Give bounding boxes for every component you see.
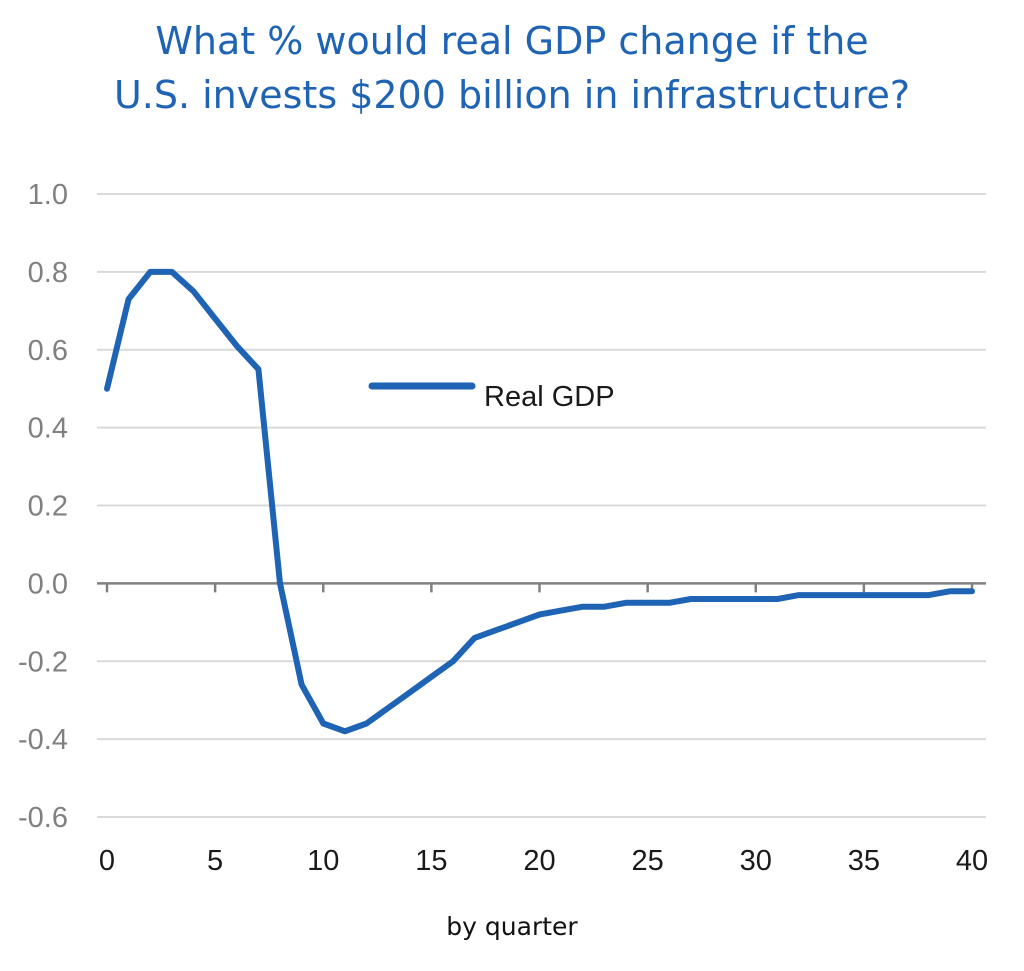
x-tick-label: 35 bbox=[848, 845, 880, 877]
series-line-real-gdp bbox=[104, 268, 975, 735]
chart-title-line-2: U.S. invests $200 billion in infrastruct… bbox=[113, 73, 911, 117]
y-tick-label: 0.4 bbox=[28, 413, 68, 445]
x-tick-label: 10 bbox=[307, 845, 339, 877]
x-axis-ticks: 0 5 10 15 20 25 30 35 40 bbox=[99, 845, 988, 877]
y-axis-ticks: 1.0 0.8 0.6 0.4 0.2 0.0 -0.2 -0.4 -0.6 bbox=[18, 179, 68, 834]
y-tick-label: 0.6 bbox=[28, 335, 68, 367]
x-tick-label: 15 bbox=[415, 845, 447, 877]
x-tick-label: 25 bbox=[631, 845, 663, 877]
y-tick-label: -0.6 bbox=[18, 802, 68, 834]
chart-title-line-1: What % would real GDP change if the bbox=[155, 19, 869, 63]
series-layer bbox=[104, 268, 975, 735]
x-tick-label: 40 bbox=[956, 845, 988, 877]
y-tick-label: 0.2 bbox=[28, 491, 68, 523]
y-tick-label: 0.0 bbox=[28, 568, 68, 600]
x-tick-label: 30 bbox=[740, 845, 772, 877]
legend: Real GDP bbox=[368, 381, 615, 413]
legend-label-real-gdp: Real GDP bbox=[484, 381, 615, 413]
y-tick-label: 0.8 bbox=[28, 257, 68, 289]
x-tick-label: 5 bbox=[207, 845, 223, 877]
y-tick-label: -0.4 bbox=[18, 724, 68, 756]
y-tick-label: -0.2 bbox=[18, 646, 68, 678]
gridlines bbox=[97, 193, 986, 818]
x-axis bbox=[97, 582, 986, 593]
x-tick-label: 20 bbox=[523, 845, 555, 877]
x-tick-label: 0 bbox=[99, 845, 115, 877]
chart-title: What % would real GDP change if the U.S.… bbox=[0, 14, 1024, 122]
x-axis-label: by quarter bbox=[446, 912, 578, 941]
y-tick-label: 1.0 bbox=[28, 179, 68, 211]
